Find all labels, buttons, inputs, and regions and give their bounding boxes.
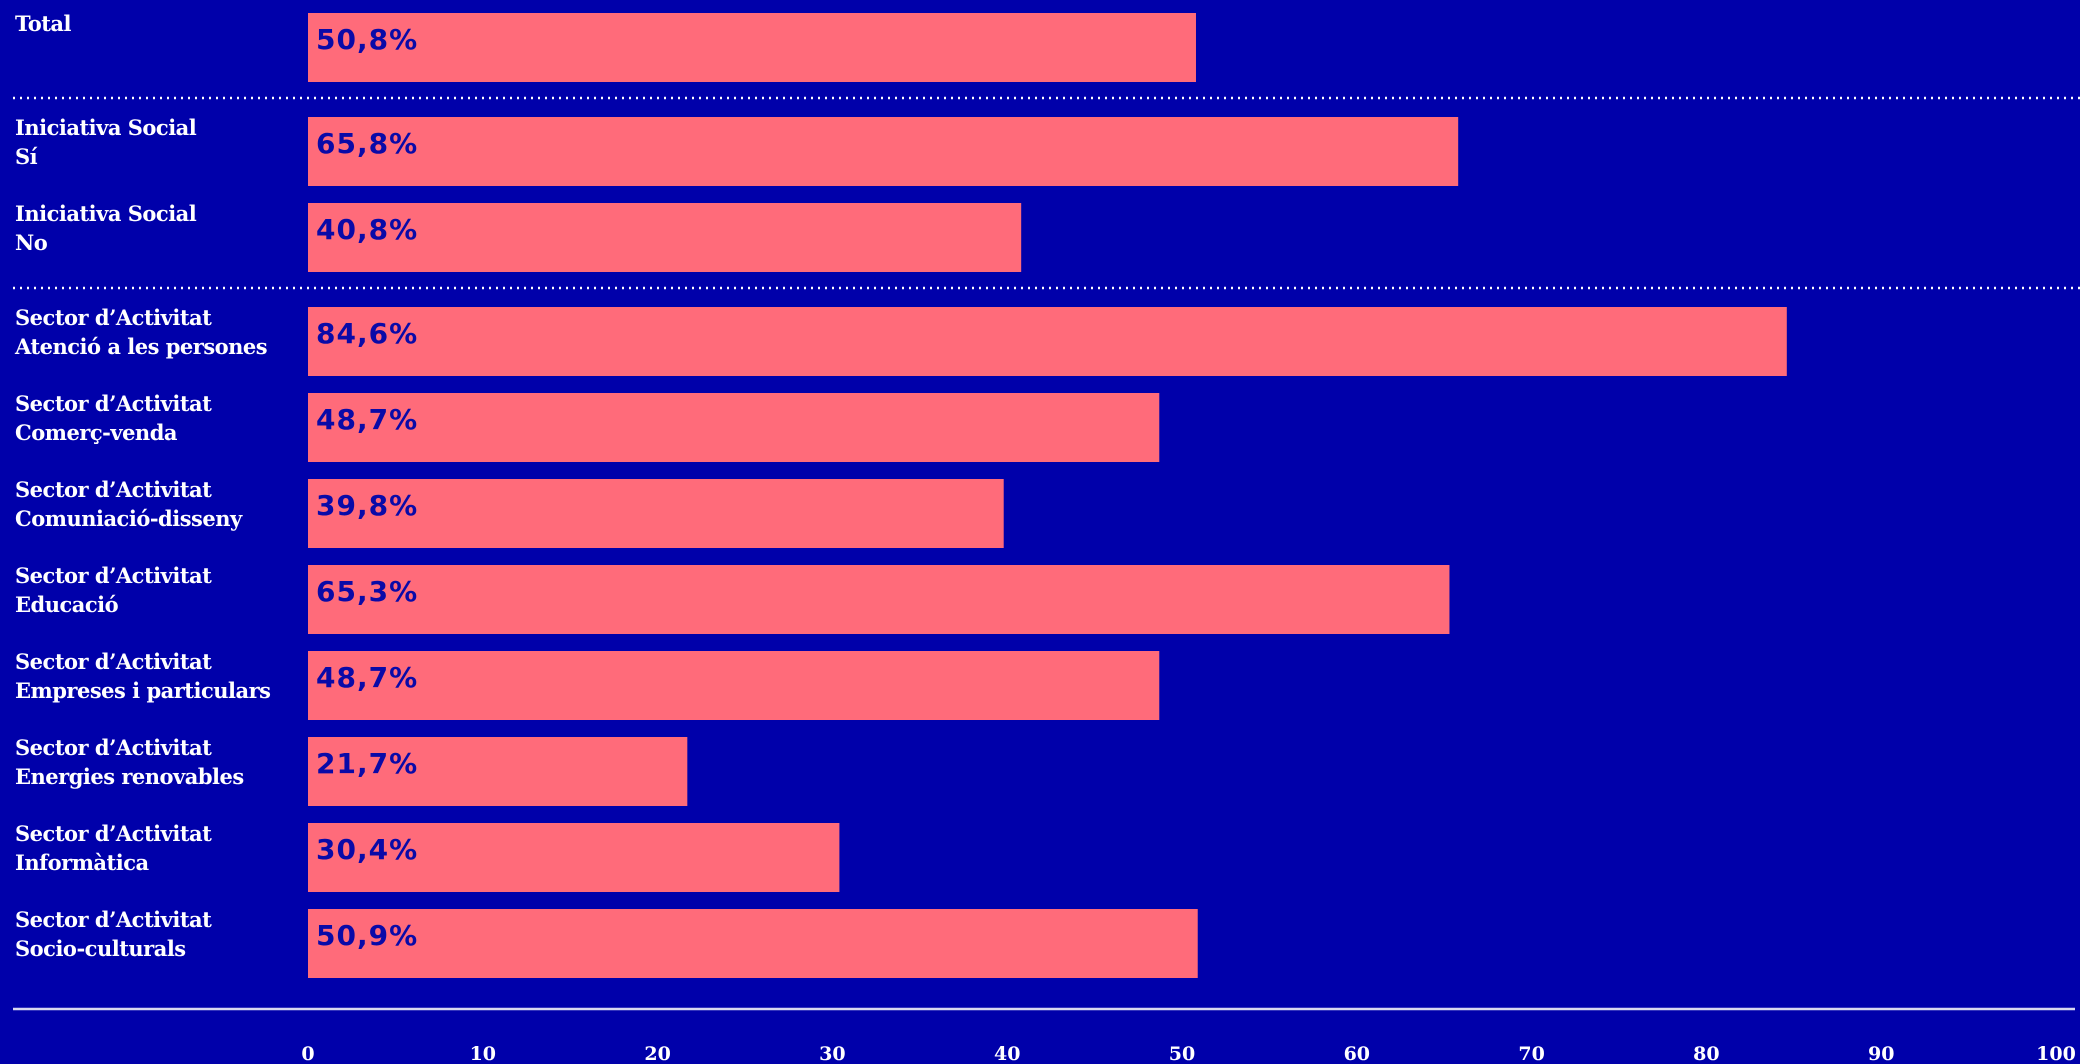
value-label: 65,3% [316, 575, 418, 608]
category-label: Iniciativa Social [15, 115, 197, 140]
category-label: Informàtica [15, 850, 149, 875]
x-tick-label: 60 [1344, 1043, 1370, 1064]
value-label: 50,8% [316, 23, 418, 56]
x-tick-label: 50 [1169, 1043, 1195, 1064]
value-label: 30,4% [316, 833, 418, 866]
bar [308, 651, 1160, 720]
category-label: Sector d’Activitat [15, 649, 212, 674]
value-label: 48,7% [316, 403, 418, 436]
category-label: Sector d’Activitat [15, 907, 212, 932]
value-label: 84,6% [316, 317, 418, 350]
category-label: Sector d’Activitat [15, 563, 212, 588]
x-tick-label: 100 [2036, 1043, 2076, 1064]
x-tick-label: 40 [994, 1043, 1020, 1064]
category-label: Sector d’Activitat [15, 305, 212, 330]
value-label: 21,7% [316, 747, 418, 780]
category-label: Socio-culturals [15, 936, 186, 961]
category-label: Energies renovables [15, 764, 244, 789]
x-tick-label: 20 [644, 1043, 670, 1064]
x-tick-label: 90 [1868, 1043, 1894, 1064]
bar [308, 393, 1160, 462]
category-label: Sector d’Activitat [15, 391, 212, 416]
x-tick-label: 10 [470, 1043, 496, 1064]
category-label: Comuniació-disseny [15, 506, 243, 531]
x-tick-label: 70 [1518, 1043, 1544, 1064]
bar [308, 909, 1198, 978]
value-label: 48,7% [316, 661, 418, 694]
category-label: Sector d’Activitat [15, 735, 212, 760]
category-label: Comerç-venda [15, 420, 178, 445]
category-label: Sí [15, 144, 38, 169]
value-label: 65,8% [316, 127, 418, 160]
bar [308, 117, 1459, 186]
category-label: Sector d’Activitat [15, 821, 212, 846]
bar [308, 737, 688, 806]
bar [308, 823, 840, 892]
x-tick-label: 80 [1693, 1043, 1719, 1064]
category-label: Iniciativa Social [15, 201, 197, 226]
value-label: 50,9% [316, 919, 418, 952]
category-label: Atenció a les persones [14, 334, 267, 359]
category-label: Sector d’Activitat [15, 477, 212, 502]
value-label: 40,8% [316, 213, 418, 246]
bar [308, 203, 1022, 272]
category-label: No [15, 230, 48, 255]
category-label: Educació [15, 592, 119, 617]
category-label: Total [15, 11, 72, 36]
bar [308, 565, 1450, 634]
category-label: Empreses i particulars [15, 678, 271, 703]
bar [308, 13, 1196, 82]
x-tick-label: 30 [819, 1043, 845, 1064]
value-label: 39,8% [316, 489, 418, 522]
bar [308, 479, 1004, 548]
bar [308, 307, 1787, 376]
x-tick-label: 0 [301, 1043, 314, 1064]
